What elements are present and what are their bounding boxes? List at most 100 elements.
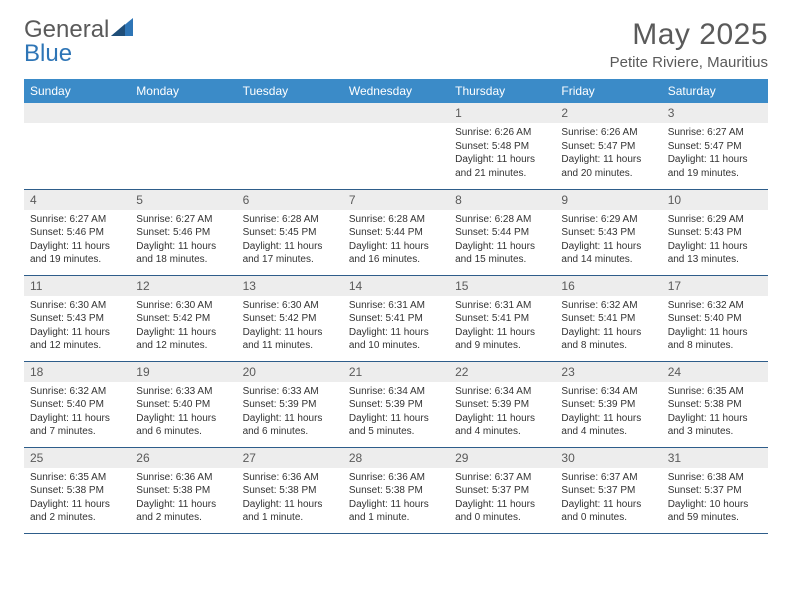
day-number: 6 xyxy=(237,190,343,210)
day-number: 10 xyxy=(662,190,768,210)
title-block: May 2025 Petite Riviere, Mauritius xyxy=(610,18,768,71)
calendar-day-cell: 8Sunrise: 6:28 AMSunset: 5:44 PMDaylight… xyxy=(449,189,555,275)
day-details: Sunrise: 6:32 AMSunset: 5:40 PMDaylight:… xyxy=(24,382,130,443)
day-details: Sunrise: 6:38 AMSunset: 5:37 PMDaylight:… xyxy=(662,468,768,529)
day-details: Sunrise: 6:30 AMSunset: 5:42 PMDaylight:… xyxy=(237,296,343,357)
calendar-day-cell: 7Sunrise: 6:28 AMSunset: 5:44 PMDaylight… xyxy=(343,189,449,275)
calendar-day-cell xyxy=(24,103,130,189)
calendar-day-cell: 2Sunrise: 6:26 AMSunset: 5:47 PMDaylight… xyxy=(555,103,661,189)
day-details: Sunrise: 6:36 AMSunset: 5:38 PMDaylight:… xyxy=(130,468,236,529)
calendar-day-cell: 19Sunrise: 6:33 AMSunset: 5:40 PMDayligh… xyxy=(130,361,236,447)
day-details: Sunrise: 6:28 AMSunset: 5:45 PMDaylight:… xyxy=(237,210,343,271)
day-details: Sunrise: 6:34 AMSunset: 5:39 PMDaylight:… xyxy=(449,382,555,443)
calendar-day-cell: 27Sunrise: 6:36 AMSunset: 5:38 PMDayligh… xyxy=(237,447,343,533)
calendar-day-cell: 20Sunrise: 6:33 AMSunset: 5:39 PMDayligh… xyxy=(237,361,343,447)
calendar-day-cell: 26Sunrise: 6:36 AMSunset: 5:38 PMDayligh… xyxy=(130,447,236,533)
calendar-day-cell: 18Sunrise: 6:32 AMSunset: 5:40 PMDayligh… xyxy=(24,361,130,447)
day-number: 18 xyxy=(24,362,130,382)
day-number: 30 xyxy=(555,448,661,468)
calendar-day-cell: 12Sunrise: 6:30 AMSunset: 5:42 PMDayligh… xyxy=(130,275,236,361)
day-number: 25 xyxy=(24,448,130,468)
day-details: Sunrise: 6:32 AMSunset: 5:41 PMDaylight:… xyxy=(555,296,661,357)
day-number: 1 xyxy=(449,103,555,123)
day-number: 4 xyxy=(24,190,130,210)
weekday-header: Sunday xyxy=(24,79,130,103)
day-number: 11 xyxy=(24,276,130,296)
calendar-day-cell: 4Sunrise: 6:27 AMSunset: 5:46 PMDaylight… xyxy=(24,189,130,275)
day-number: 9 xyxy=(555,190,661,210)
weekday-header: Saturday xyxy=(662,79,768,103)
day-number: 23 xyxy=(555,362,661,382)
brand-triangle-icon xyxy=(111,18,133,36)
day-number: 14 xyxy=(343,276,449,296)
calendar-day-cell xyxy=(130,103,236,189)
day-details: Sunrise: 6:26 AMSunset: 5:47 PMDaylight:… xyxy=(555,123,661,184)
calendar-day-cell xyxy=(237,103,343,189)
day-details: Sunrise: 6:32 AMSunset: 5:40 PMDaylight:… xyxy=(662,296,768,357)
calendar-day-cell: 17Sunrise: 6:32 AMSunset: 5:40 PMDayligh… xyxy=(662,275,768,361)
day-details: Sunrise: 6:37 AMSunset: 5:37 PMDaylight:… xyxy=(555,468,661,529)
calendar-table: SundayMondayTuesdayWednesdayThursdayFrid… xyxy=(24,79,768,534)
calendar-day-cell: 13Sunrise: 6:30 AMSunset: 5:42 PMDayligh… xyxy=(237,275,343,361)
day-number: 31 xyxy=(662,448,768,468)
brand-logo: General Blue xyxy=(24,18,133,66)
day-details: Sunrise: 6:35 AMSunset: 5:38 PMDaylight:… xyxy=(24,468,130,529)
calendar-day-cell: 22Sunrise: 6:34 AMSunset: 5:39 PMDayligh… xyxy=(449,361,555,447)
day-number xyxy=(237,103,343,123)
day-number: 16 xyxy=(555,276,661,296)
calendar-body: 1Sunrise: 6:26 AMSunset: 5:48 PMDaylight… xyxy=(24,103,768,533)
calendar-week-row: 25Sunrise: 6:35 AMSunset: 5:38 PMDayligh… xyxy=(24,447,768,533)
day-number: 19 xyxy=(130,362,236,382)
day-number: 17 xyxy=(662,276,768,296)
calendar-week-row: 4Sunrise: 6:27 AMSunset: 5:46 PMDaylight… xyxy=(24,189,768,275)
day-number xyxy=(343,103,449,123)
day-number: 13 xyxy=(237,276,343,296)
day-number: 3 xyxy=(662,103,768,123)
day-number: 24 xyxy=(662,362,768,382)
day-details: Sunrise: 6:29 AMSunset: 5:43 PMDaylight:… xyxy=(555,210,661,271)
day-details: Sunrise: 6:37 AMSunset: 5:37 PMDaylight:… xyxy=(449,468,555,529)
calendar-day-cell: 30Sunrise: 6:37 AMSunset: 5:37 PMDayligh… xyxy=(555,447,661,533)
day-details: Sunrise: 6:35 AMSunset: 5:38 PMDaylight:… xyxy=(662,382,768,443)
day-details: Sunrise: 6:36 AMSunset: 5:38 PMDaylight:… xyxy=(343,468,449,529)
calendar-day-cell: 11Sunrise: 6:30 AMSunset: 5:43 PMDayligh… xyxy=(24,275,130,361)
day-number: 21 xyxy=(343,362,449,382)
day-details: Sunrise: 6:34 AMSunset: 5:39 PMDaylight:… xyxy=(343,382,449,443)
calendar-day-cell: 15Sunrise: 6:31 AMSunset: 5:41 PMDayligh… xyxy=(449,275,555,361)
calendar-week-row: 18Sunrise: 6:32 AMSunset: 5:40 PMDayligh… xyxy=(24,361,768,447)
day-number: 2 xyxy=(555,103,661,123)
brand-part1: General xyxy=(24,16,109,43)
weekday-header-row: SundayMondayTuesdayWednesdayThursdayFrid… xyxy=(24,79,768,103)
day-number: 29 xyxy=(449,448,555,468)
calendar-day-cell: 3Sunrise: 6:27 AMSunset: 5:47 PMDaylight… xyxy=(662,103,768,189)
calendar-day-cell: 1Sunrise: 6:26 AMSunset: 5:48 PMDaylight… xyxy=(449,103,555,189)
day-number: 26 xyxy=(130,448,236,468)
day-details: Sunrise: 6:26 AMSunset: 5:48 PMDaylight:… xyxy=(449,123,555,184)
calendar-day-cell: 24Sunrise: 6:35 AMSunset: 5:38 PMDayligh… xyxy=(662,361,768,447)
day-details: Sunrise: 6:27 AMSunset: 5:47 PMDaylight:… xyxy=(662,123,768,184)
calendar-day-cell: 5Sunrise: 6:27 AMSunset: 5:46 PMDaylight… xyxy=(130,189,236,275)
day-details: Sunrise: 6:30 AMSunset: 5:42 PMDaylight:… xyxy=(130,296,236,357)
location-label: Petite Riviere, Mauritius xyxy=(610,54,768,71)
calendar-day-cell: 31Sunrise: 6:38 AMSunset: 5:37 PMDayligh… xyxy=(662,447,768,533)
day-details: Sunrise: 6:27 AMSunset: 5:46 PMDaylight:… xyxy=(130,210,236,271)
day-details: Sunrise: 6:34 AMSunset: 5:39 PMDaylight:… xyxy=(555,382,661,443)
day-details: Sunrise: 6:29 AMSunset: 5:43 PMDaylight:… xyxy=(662,210,768,271)
calendar-week-row: 11Sunrise: 6:30 AMSunset: 5:43 PMDayligh… xyxy=(24,275,768,361)
weekday-header: Friday xyxy=(555,79,661,103)
day-number: 27 xyxy=(237,448,343,468)
day-number: 12 xyxy=(130,276,236,296)
page-header: General Blue May 2025 Petite Riviere, Ma… xyxy=(24,18,768,71)
calendar-day-cell: 14Sunrise: 6:31 AMSunset: 5:41 PMDayligh… xyxy=(343,275,449,361)
calendar-day-cell: 6Sunrise: 6:28 AMSunset: 5:45 PMDaylight… xyxy=(237,189,343,275)
day-number: 8 xyxy=(449,190,555,210)
calendar-day-cell: 16Sunrise: 6:32 AMSunset: 5:41 PMDayligh… xyxy=(555,275,661,361)
day-details: Sunrise: 6:33 AMSunset: 5:40 PMDaylight:… xyxy=(130,382,236,443)
calendar-day-cell: 25Sunrise: 6:35 AMSunset: 5:38 PMDayligh… xyxy=(24,447,130,533)
calendar-week-row: 1Sunrise: 6:26 AMSunset: 5:48 PMDaylight… xyxy=(24,103,768,189)
weekday-header: Thursday xyxy=(449,79,555,103)
day-details: Sunrise: 6:28 AMSunset: 5:44 PMDaylight:… xyxy=(449,210,555,271)
day-number: 7 xyxy=(343,190,449,210)
day-number xyxy=(24,103,130,123)
page-title: May 2025 xyxy=(610,18,768,52)
